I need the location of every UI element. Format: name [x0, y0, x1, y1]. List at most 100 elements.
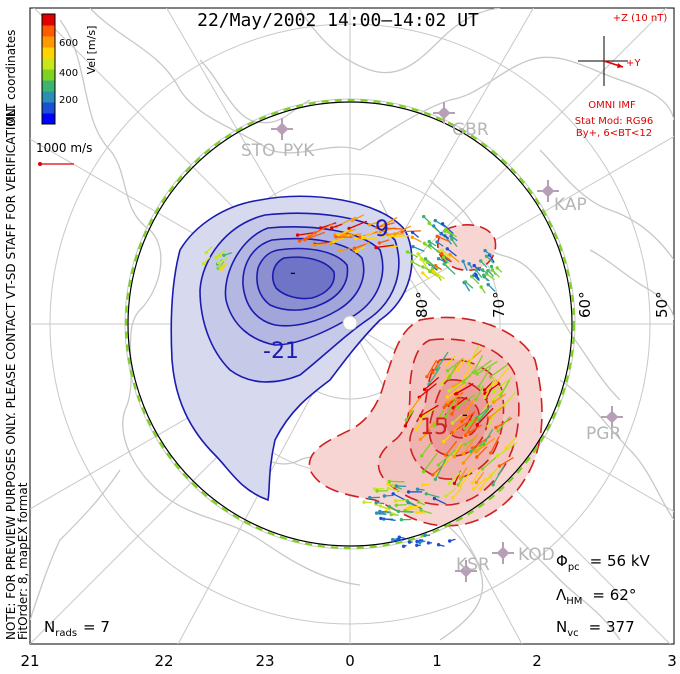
- velocity-vector: [497, 441, 518, 457]
- legend-tick-600: 600: [59, 38, 78, 49]
- velocity-vector-origin: [467, 262, 471, 266]
- velocity-vector: [452, 414, 463, 424]
- velocity-vector-origin: [480, 467, 485, 471]
- velocity-vector-origin: [452, 455, 456, 459]
- velocity-vector: [493, 393, 507, 403]
- velocity-vector: [433, 405, 447, 426]
- velocity-vector-origin: [495, 454, 500, 458]
- fit-order-note: FitOrder: 8, mapEX format: [16, 482, 30, 640]
- velocity-vector-origin: [444, 227, 448, 232]
- velocity-vector: [395, 499, 407, 502]
- velocity-vector-origin: [490, 268, 495, 272]
- velocity-vector-origin: [399, 518, 404, 522]
- velocity-vector: [418, 383, 437, 398]
- velocity-vector: [417, 253, 426, 263]
- velocity-vector-origin: [423, 257, 428, 261]
- velocity-vectors: [202, 214, 518, 548]
- legend-color-step: [42, 113, 55, 125]
- velocity-vector-origin: [449, 234, 453, 238]
- velocity-vector: [466, 398, 476, 410]
- velocity-vector: [489, 467, 499, 478]
- velocity-vector-origin: [475, 455, 479, 459]
- imf-z-label: +Z (10 nT): [613, 13, 668, 24]
- velocity-vector: [424, 376, 440, 390]
- velocity-vector-origin: [461, 380, 466, 384]
- velocity-vector-origin: [436, 463, 440, 467]
- velocity-vector: [475, 471, 485, 483]
- velocity-vector: [464, 414, 478, 430]
- heppner-maynard-boundary-dash: [124, 98, 576, 550]
- map-title: 22/May/2002 14:00–14:02 UT: [197, 10, 479, 31]
- velocity-vector: [352, 214, 365, 222]
- velocity-vector-origin: [474, 480, 479, 485]
- legend-tick-200: 200: [59, 95, 78, 106]
- velocity-vector-origin: [375, 225, 379, 230]
- velocity-vector: [423, 452, 438, 473]
- velocity-vector: [339, 248, 351, 252]
- velocity-vector: [380, 517, 396, 522]
- velocity-vector: [471, 469, 481, 484]
- velocity-vector-origin: [453, 392, 458, 396]
- velocity-vector-origin: [404, 418, 408, 422]
- velocity-vector-origin: [484, 254, 489, 258]
- velocity-vector-origin: [458, 484, 462, 489]
- legend-color-step: [42, 14, 55, 26]
- velocity-vector-origin: [354, 249, 358, 253]
- velocity-vector-origin: [445, 247, 449, 251]
- velocity-vector: [489, 405, 505, 418]
- velocity-vector-origin: [462, 374, 467, 379]
- velocity-vector: [428, 366, 441, 385]
- velocity-vector: [449, 254, 460, 263]
- velocity-vector-origin: [391, 537, 395, 542]
- velocity-vector-origin: [448, 252, 452, 257]
- velocity-vector: [442, 223, 454, 235]
- velocity-vector-origin: [436, 543, 441, 547]
- velocity-vector-origin: [428, 269, 432, 274]
- velocity-vector: [462, 433, 479, 455]
- velocity-vector: [492, 465, 505, 486]
- velocity-vector-origin: [379, 516, 383, 521]
- velocity-vector-origin: [382, 223, 387, 227]
- velocity-vector-origin: [460, 419, 464, 424]
- velocity-vector-origin: [436, 257, 441, 261]
- velocity-vector: [429, 244, 441, 254]
- stat-lambda-hm: ΛHM = 62°: [556, 586, 636, 607]
- velocity-vector-origin: [330, 226, 334, 230]
- velocity-vector-origin: [447, 481, 451, 486]
- velocity-vector-origin: [422, 214, 426, 219]
- velocity-vector-origin: [420, 454, 424, 458]
- velocity-vector-origin: [442, 405, 446, 409]
- latitude-label-50: 50°: [653, 291, 671, 318]
- velocity-vector-origin: [486, 424, 490, 428]
- velocity-vector-origin: [386, 482, 390, 486]
- station-label-kap: KAP: [554, 195, 587, 215]
- velocity-vector: [462, 445, 479, 464]
- velocity-vector-origin: [496, 429, 500, 433]
- velocity-vector: [407, 251, 418, 258]
- velocity-vector-origin: [483, 248, 487, 253]
- velocity-vector: [415, 409, 430, 430]
- velocity-vector-origin: [471, 370, 476, 375]
- velocity-vector-origin: [463, 427, 467, 431]
- velocity-vector: [451, 397, 461, 415]
- velocity-vector-origin: [415, 539, 419, 544]
- velocity-vector: [503, 391, 517, 406]
- velocity-vector-origin: [416, 252, 420, 256]
- stat-model-label: Stat Mod: RG96: [575, 116, 654, 127]
- velocity-vector: [454, 441, 463, 455]
- velocity-vector: [420, 509, 432, 515]
- velocity-vector: [495, 417, 513, 429]
- velocity-vector-origin: [392, 232, 397, 236]
- velocity-vector: [448, 365, 457, 379]
- magnetic-pole-marker: [342, 315, 358, 331]
- legend-color-step: [42, 58, 55, 70]
- velocity-vector-origin: [423, 533, 427, 538]
- velocity-vector-origin: [495, 266, 499, 270]
- velocity-vector: [426, 359, 438, 378]
- velocity-vector-origin: [431, 269, 436, 273]
- legend-color-step: [42, 69, 55, 81]
- velocity-vector: [475, 404, 493, 419]
- velocity-vector-origin: [463, 442, 467, 447]
- imf-clock-dial: [578, 36, 628, 86]
- velocity-vector-origin: [425, 375, 429, 379]
